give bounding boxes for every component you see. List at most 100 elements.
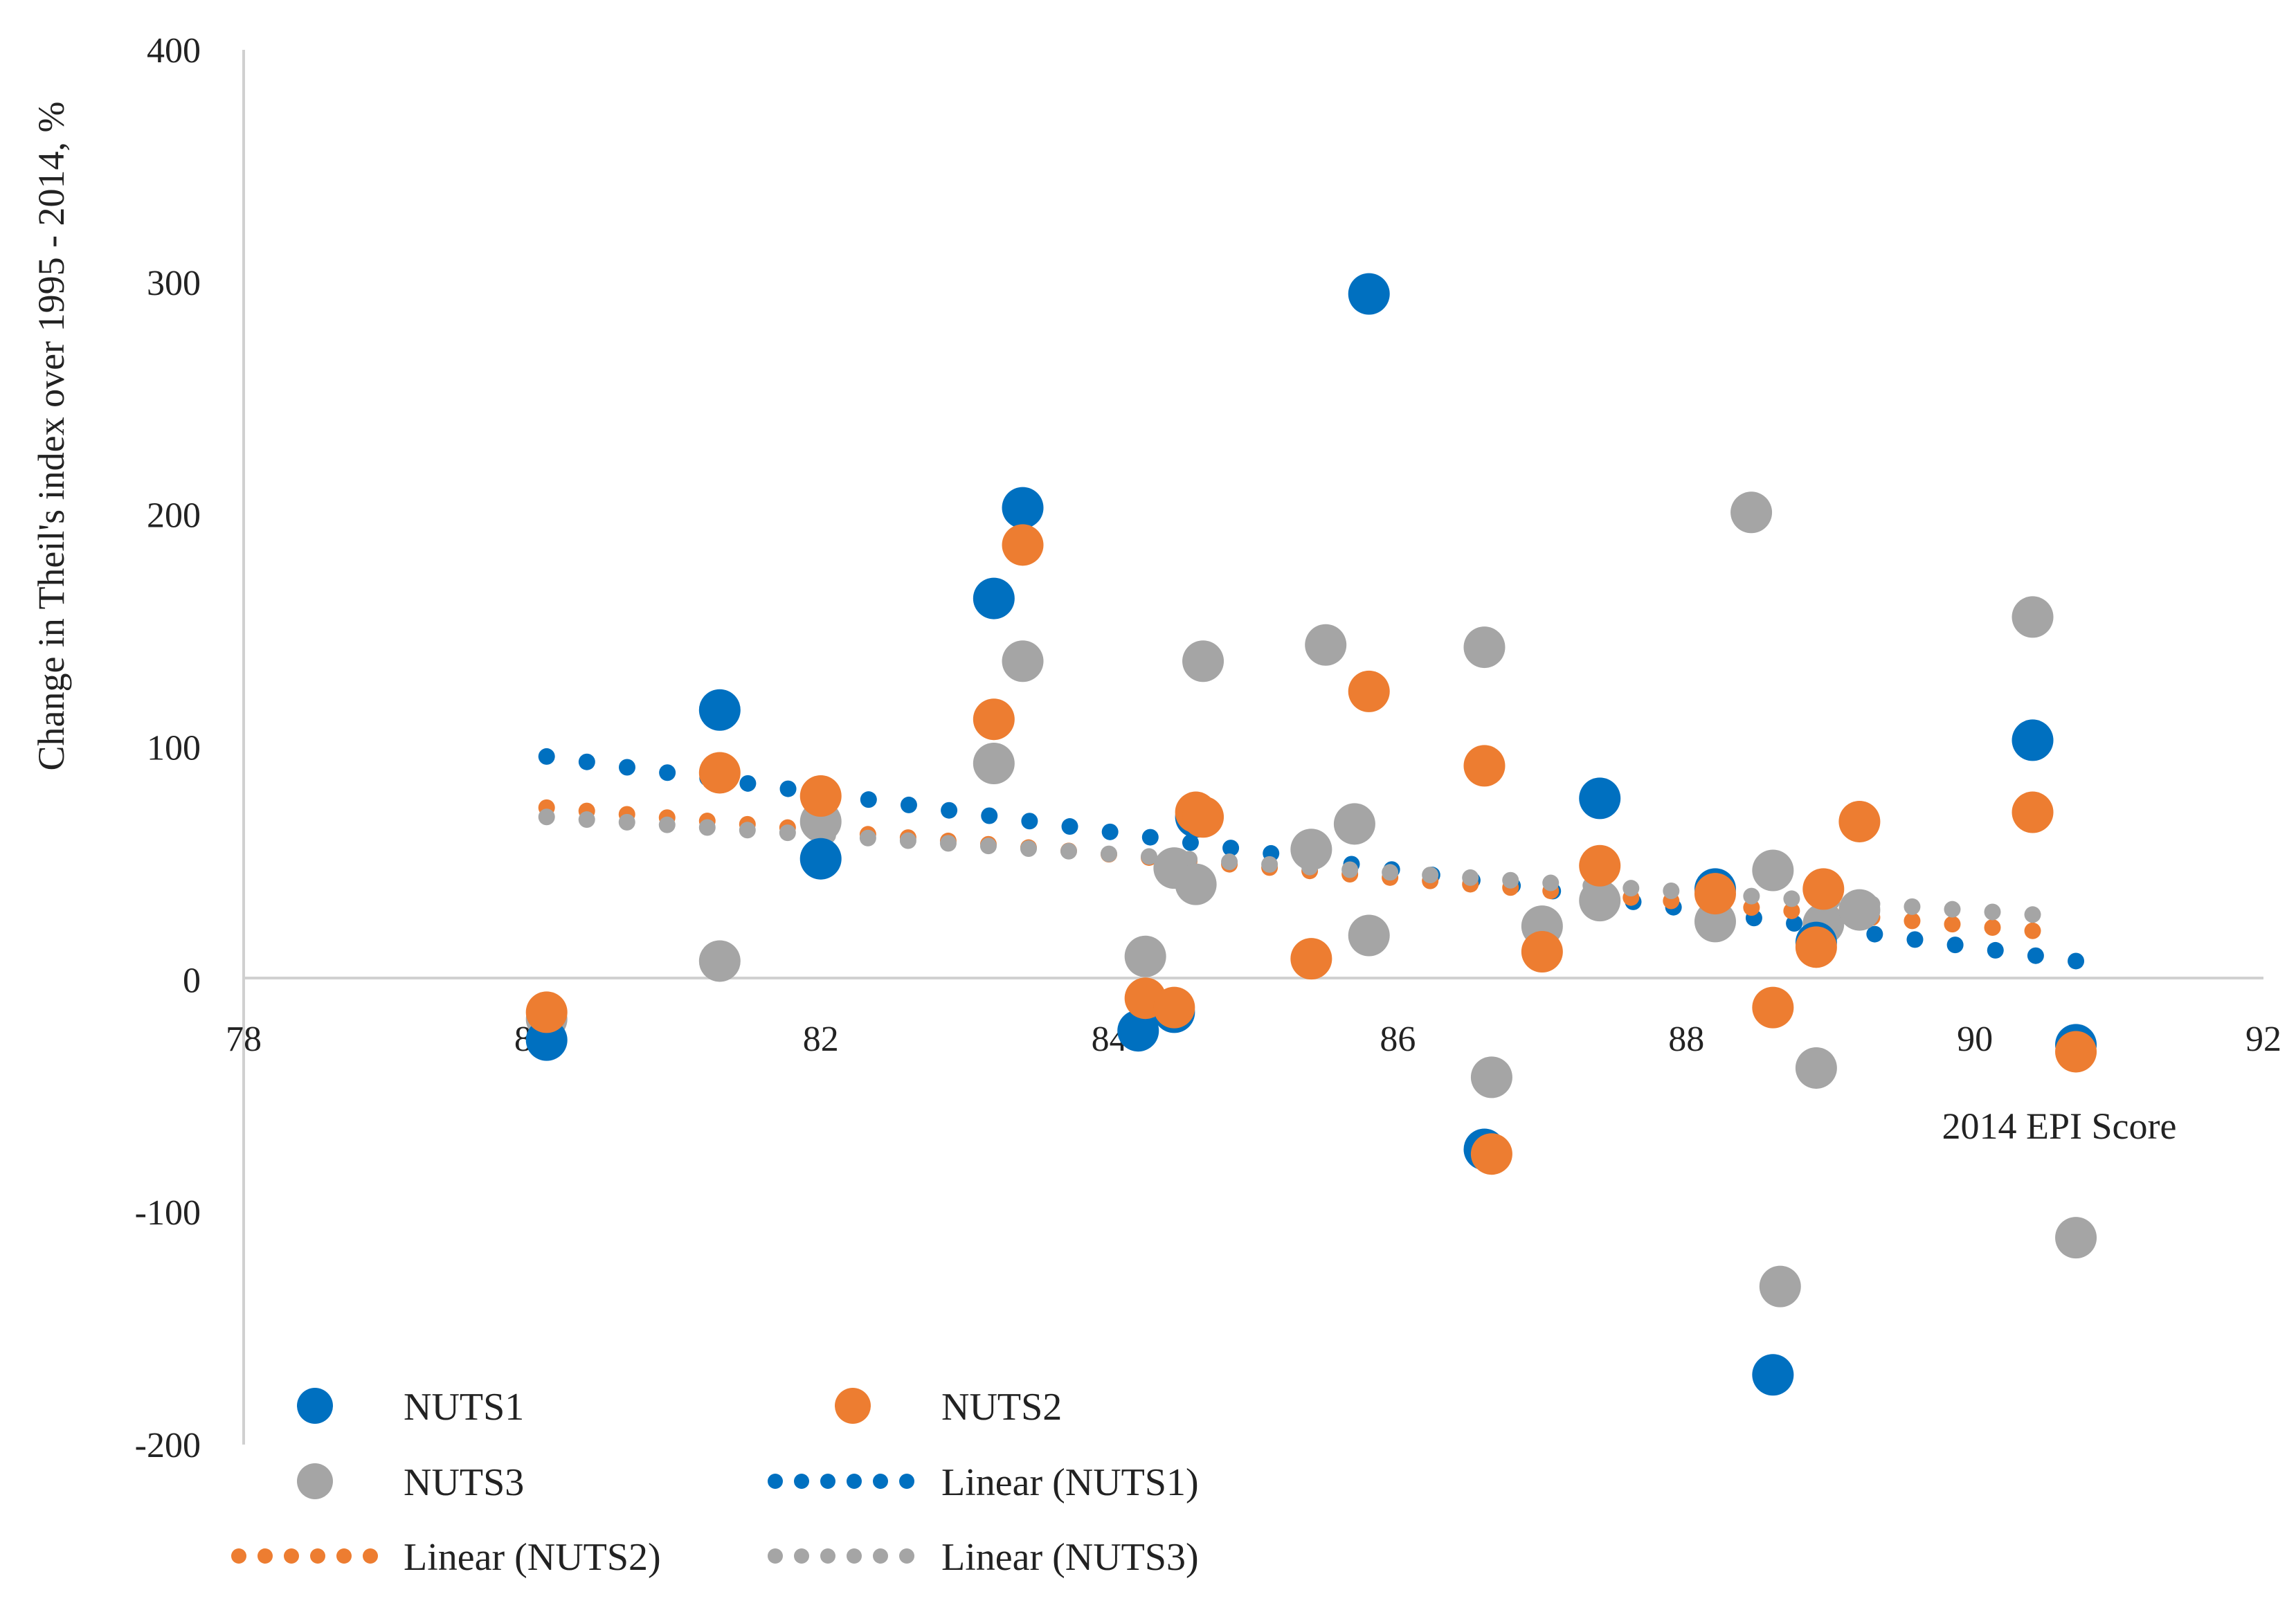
trendline-dot [739,775,757,792]
trendline-dot [1101,823,1119,840]
point-nuts2[interactable] [1290,938,1332,980]
trendline-dot [860,791,877,808]
point-nuts2[interactable] [1348,670,1390,712]
point-nuts1[interactable] [2012,719,2054,761]
point-nuts3[interactable] [1333,803,1375,845]
trendline-dot [578,811,595,829]
point-nuts3[interactable] [1182,640,1224,682]
trendline-dot [1222,840,1240,857]
point-nuts1[interactable] [1117,1010,1159,1052]
trendline-dot [658,816,676,833]
point-nuts2[interactable] [1752,986,1794,1029]
trendline-dot [899,832,916,849]
point-nuts3[interactable] [1002,640,1044,682]
trendline-dot [1341,861,1359,878]
trendline-dot [2068,952,2085,970]
legend-item-nuts2[interactable]: NUTS2 [835,1386,1062,1429]
trendline-dot [1984,903,2001,921]
y-tick-label: -200 [135,1426,201,1465]
point-nuts2[interactable] [1470,1133,1512,1175]
trendline-dot [1743,899,1760,916]
legend-item-linear-nuts2[interactable]: Linear (NUTS2) [231,1536,661,1579]
point-nuts2[interactable] [1521,931,1563,973]
legend-label-linear-nuts1: Linear (NUTS1) [941,1461,1199,1504]
point-nuts3[interactable] [973,743,1015,785]
point-nuts2[interactable] [973,698,1015,741]
trendline-dot [941,802,958,819]
legend-label-linear-nuts2: Linear (NUTS2) [404,1536,661,1579]
point-nuts3[interactable] [698,940,741,982]
point-nuts3[interactable] [1463,626,1506,669]
trendline-dot [1783,890,1800,907]
point-nuts2[interactable] [1153,986,1195,1029]
point-nuts3[interactable] [2055,1217,2097,1259]
trendline-dot [1502,871,1519,889]
point-nuts3[interactable] [1795,1047,1837,1089]
trendline-dot [1904,898,1921,915]
point-nuts3[interactable] [1348,914,1390,957]
trendline-dot [1663,882,1680,899]
legend-item-nuts3[interactable]: NUTS3 [297,1461,524,1504]
trendline-dot [659,764,676,781]
point-nuts2[interactable] [1838,800,1881,842]
point-nuts2[interactable] [1795,926,1837,968]
trendline-dot [1946,937,1964,954]
trendline-dot [1542,874,1560,892]
point-nuts3[interactable] [1124,935,1166,977]
point-nuts3[interactable] [2012,596,2054,638]
legend-label-nuts3: NUTS3 [404,1461,524,1504]
legend-item-linear-nuts1[interactable]: Linear (NUTS1) [768,1461,1199,1504]
trendline-dot [779,824,796,842]
x-axis-title: 2014 EPI Score [1942,1105,2177,1147]
point-nuts3[interactable] [1305,624,1347,666]
legend-marker-nuts1 [297,1388,333,1424]
series-nuts3 [525,491,2097,1308]
x-tick-label: 82 [803,1020,839,1059]
trendline-dot [1141,829,1159,846]
point-nuts3[interactable] [1730,491,1773,534]
point-nuts1[interactable] [1752,1354,1794,1396]
point-nuts3[interactable] [1759,1265,1801,1308]
point-nuts1[interactable] [1348,273,1390,315]
trendline-dot [779,780,797,797]
point-nuts3[interactable] [1838,889,1881,931]
point-nuts1[interactable] [973,577,1015,619]
point-nuts3[interactable] [1470,1056,1512,1098]
trendline-dot [1743,887,1760,905]
legend-marker-nuts3 [297,1463,333,1499]
y-tick-label: 400 [147,31,201,71]
legend-dots-linear-nuts2 [231,1548,378,1564]
point-nuts2[interactable] [1694,873,1736,915]
point-nuts3[interactable] [1752,849,1794,892]
point-nuts1[interactable] [799,838,842,880]
point-nuts1[interactable] [1002,487,1044,529]
trendline-dot [1622,880,1640,897]
point-nuts3[interactable] [1290,829,1332,871]
point-nuts2[interactable] [1182,796,1224,838]
point-nuts2[interactable] [799,775,842,817]
point-nuts3[interactable] [1175,863,1217,905]
trendline-dot [981,807,998,824]
point-nuts2[interactable] [2055,1031,2097,1073]
legend-item-linear-nuts3[interactable]: Linear (NUTS3) [768,1536,1199,1579]
x-tick-label: 86 [1380,1020,1416,1059]
legend-item-nuts1[interactable]: NUTS1 [297,1386,524,1429]
trendline-dot [1462,869,1479,886]
y-tick-labels: 400 300 200 100 0 -100 -200 [135,31,201,1465]
point-nuts2[interactable] [1802,868,1845,910]
point-nuts2[interactable] [1463,745,1506,787]
point-nuts2[interactable] [1579,844,1621,887]
point-nuts2[interactable] [1002,524,1044,566]
point-nuts3[interactable] [1579,880,1621,922]
point-nuts2[interactable] [525,991,568,1033]
point-nuts1[interactable] [1579,777,1621,820]
trendline-dot [939,835,957,852]
trendline-dot [1906,931,1924,948]
series-nuts2 [525,524,2097,1175]
point-nuts1[interactable] [698,689,741,731]
point-nuts2[interactable] [2012,791,2054,833]
x-tick-label: 92 [2245,1020,2281,1059]
trendline-dot [900,796,917,813]
trendline-dot [2024,922,2041,939]
point-nuts2[interactable] [698,752,741,794]
